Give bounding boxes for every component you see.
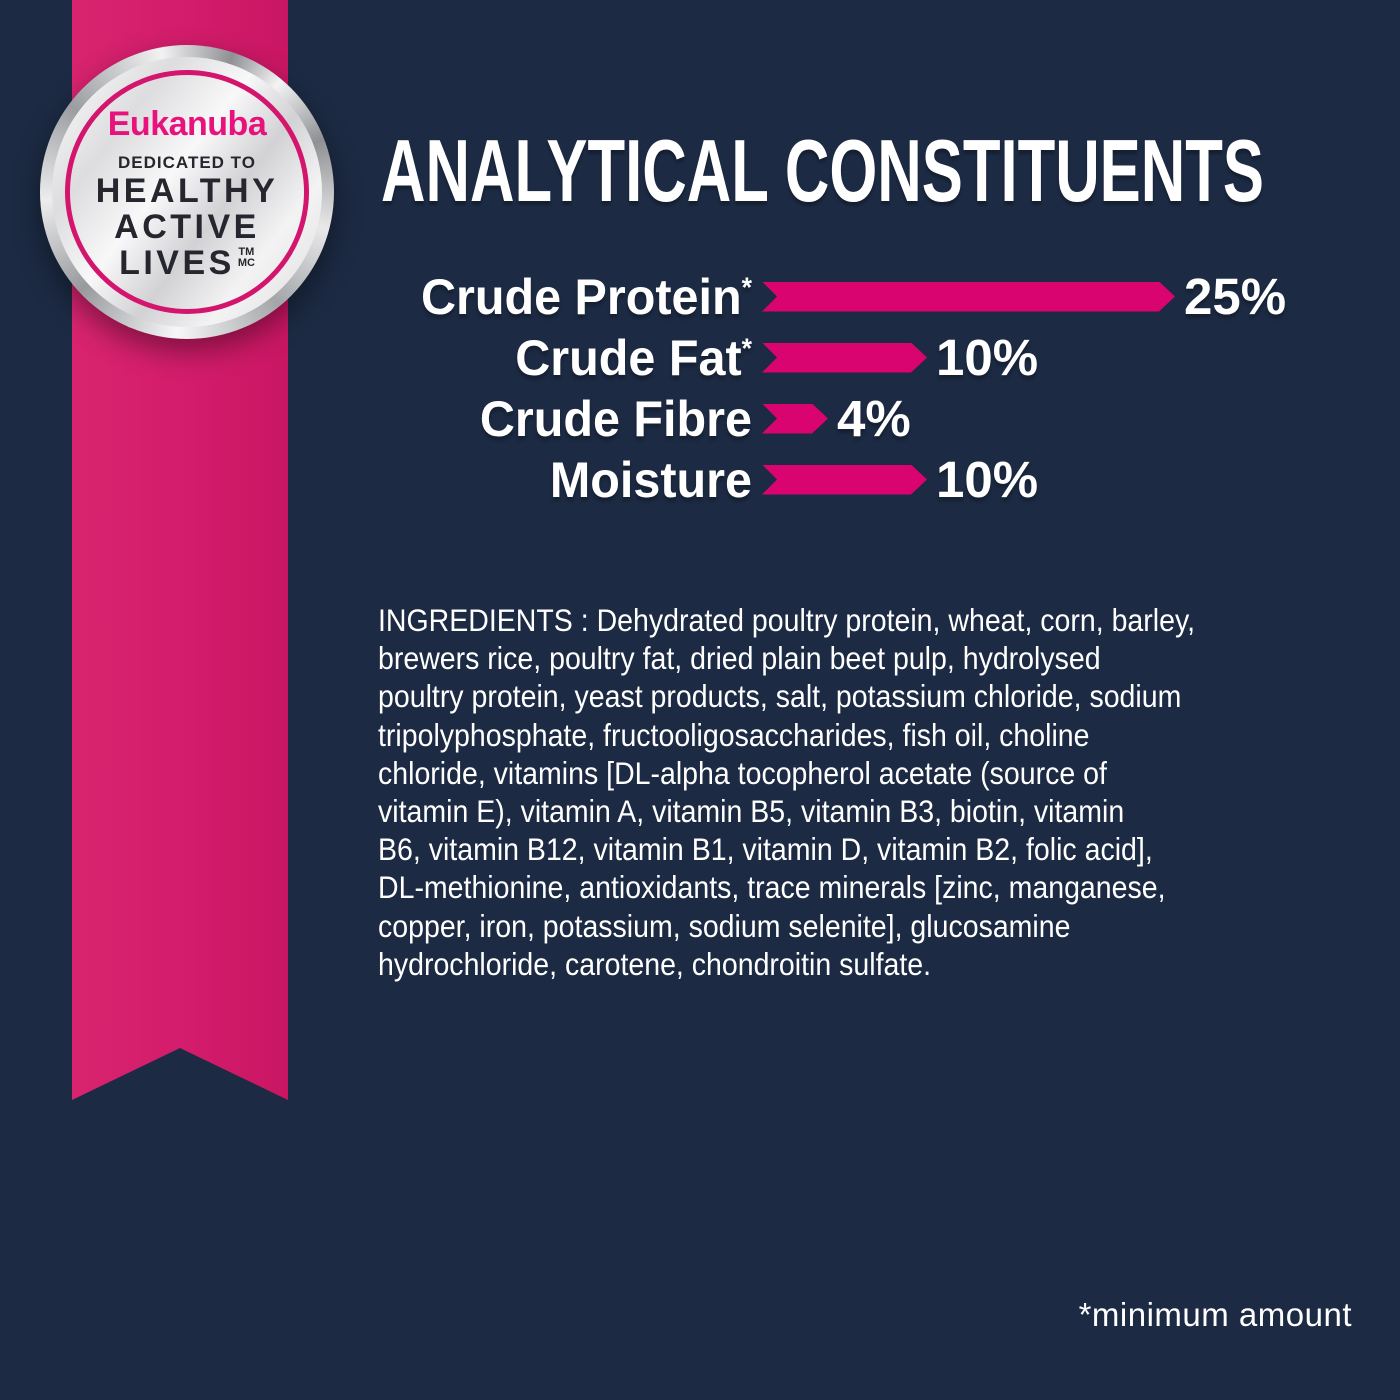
nutrient-value: 10%: [936, 451, 1039, 508]
brand-wordmark: Eukanuba: [107, 105, 267, 143]
trademark-mc: MC: [237, 257, 255, 269]
nutrient-bar: [762, 465, 927, 495]
badge-line-lives: LIVES TM MC: [119, 245, 255, 281]
trademark-tm: TM: [238, 246, 255, 258]
chart-row-crude-protein: Crude Protein* 25%: [380, 266, 1320, 327]
badge-lives-text: LIVES: [119, 244, 235, 282]
chart-row-moisture: Moisture 10%: [380, 449, 1320, 510]
nutrient-label: Crude Protein*: [420, 268, 752, 325]
analytical-constituents-chart: Crude Protein* 25% Crude Fat* 10% Crude Fibr…: [380, 266, 1320, 510]
trademark-stack: TM MC: [238, 247, 255, 269]
badge-tagline: DEDICATED TO: [118, 153, 256, 172]
nutrient-value: 4%: [837, 390, 911, 447]
chart-row-crude-fibre: Crude Fibre 4%: [380, 388, 1320, 449]
nutrient-bar: [762, 282, 1175, 312]
nutrient-label: Crude Fibre: [479, 390, 752, 447]
nutrient-value: 25%: [1184, 268, 1287, 325]
badge-line-healthy: HEALTHY: [95, 172, 279, 210]
badge-face: Eukanuba DEDICATED TO HEALTHY ACTIVE LIV…: [52, 57, 322, 327]
nutrient-label: Moisture: [549, 451, 752, 508]
nutrient-bar: [762, 343, 927, 373]
minimum-asterisk: *: [741, 270, 752, 302]
badge-line-active: ACTIVE: [114, 208, 260, 246]
minimum-asterisk: *: [741, 331, 752, 363]
page-title: ANALYTICAL CONSTITUENTS: [381, 121, 1264, 220]
ingredients-text: INGREDIENTS : Dehydrated poultry protein…: [378, 602, 1196, 982]
chart-row-crude-fat: Crude Fat* 10%: [380, 327, 1320, 388]
nutrient-value: 10%: [936, 329, 1039, 386]
healthy-active-lives-badge: Eukanuba DEDICATED TO HEALTHY ACTIVE LIV…: [40, 45, 334, 339]
nutrient-bar: [762, 404, 828, 434]
nutrient-label: Crude Fat*: [515, 329, 752, 386]
minimum-amount-footnote: *minimum amount: [1078, 1296, 1352, 1333]
